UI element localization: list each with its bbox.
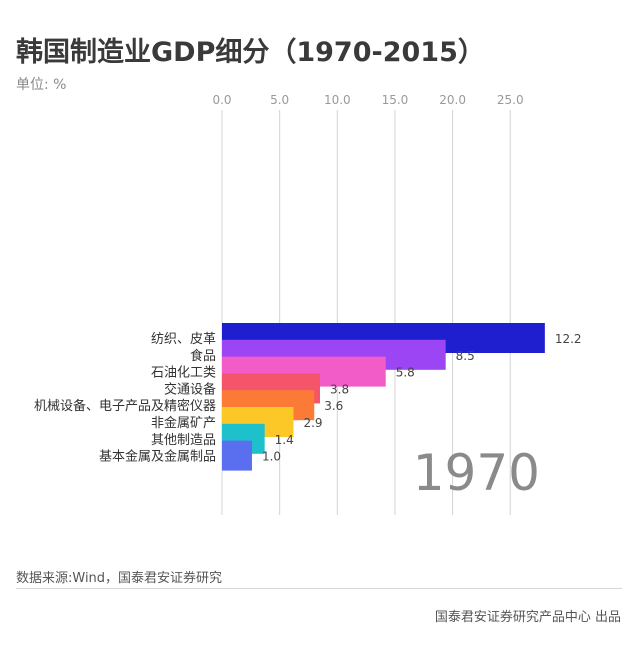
bars: [222, 323, 545, 471]
x-tick-label: 15.0: [382, 93, 409, 107]
unit-label: 单位: %: [16, 77, 67, 93]
category-label: 非金属矿产: [151, 415, 216, 431]
x-tick-label: 0.0: [212, 93, 231, 107]
category-label: 机械设备、电子产品及精密仪器: [34, 398, 216, 414]
bar-value-label: 12.2: [555, 332, 582, 346]
bar: [222, 440, 252, 471]
x-tick-label: 5.0: [270, 93, 289, 107]
footer-divider: [16, 588, 622, 589]
x-tick-label: 10.0: [324, 93, 351, 107]
bar-value-label: 2.9: [303, 416, 322, 430]
category-label: 石油化工类: [151, 366, 216, 381]
category-label: 基本金属及金属制品: [99, 449, 216, 465]
credit-line: 国泰君安证券研究产品中心 出品: [434, 610, 621, 625]
bar-value-label: 1.0: [262, 450, 281, 464]
category-label: 纺织、皮革: [151, 332, 216, 347]
bar-chart: 0.0 5.0 10.0 15.0 20.0 25.0 12.2 8.5 5.8 3.8 3.62…: [34, 93, 582, 515]
category-label: 其他制造品: [151, 433, 216, 448]
bar-value-label: 3.6: [324, 399, 343, 413]
data-source: 数据来源:Wind，国泰君安证券研究: [16, 571, 223, 586]
category-label: 交通设备: [164, 381, 216, 397]
bar-value-label: 3.8: [330, 382, 349, 396]
year-label: 1970: [413, 444, 540, 502]
chart-title: 韩国制造业GDP细分（1970-2015）: [16, 37, 485, 68]
category-label: 食品: [190, 348, 216, 364]
bar-value-label: 5.8: [396, 366, 415, 380]
bar-value-label: 1.4: [275, 433, 294, 447]
bar-value-label: 8.5: [456, 349, 475, 363]
x-tick-label: 20.0: [439, 93, 466, 107]
tick-labels: 0.0 5.0 10.0 15.0 20.0 25.0: [212, 93, 523, 107]
category-labels: 纺织、皮革食品石油化工类交通设备机械设备、电子产品及精密仪器非金属矿产其他制造品…: [34, 332, 216, 465]
x-tick-label: 25.0: [497, 93, 524, 107]
value-labels: 12.2 8.5 5.8 3.8 3.62.9 1.4 1.0: [262, 332, 582, 464]
